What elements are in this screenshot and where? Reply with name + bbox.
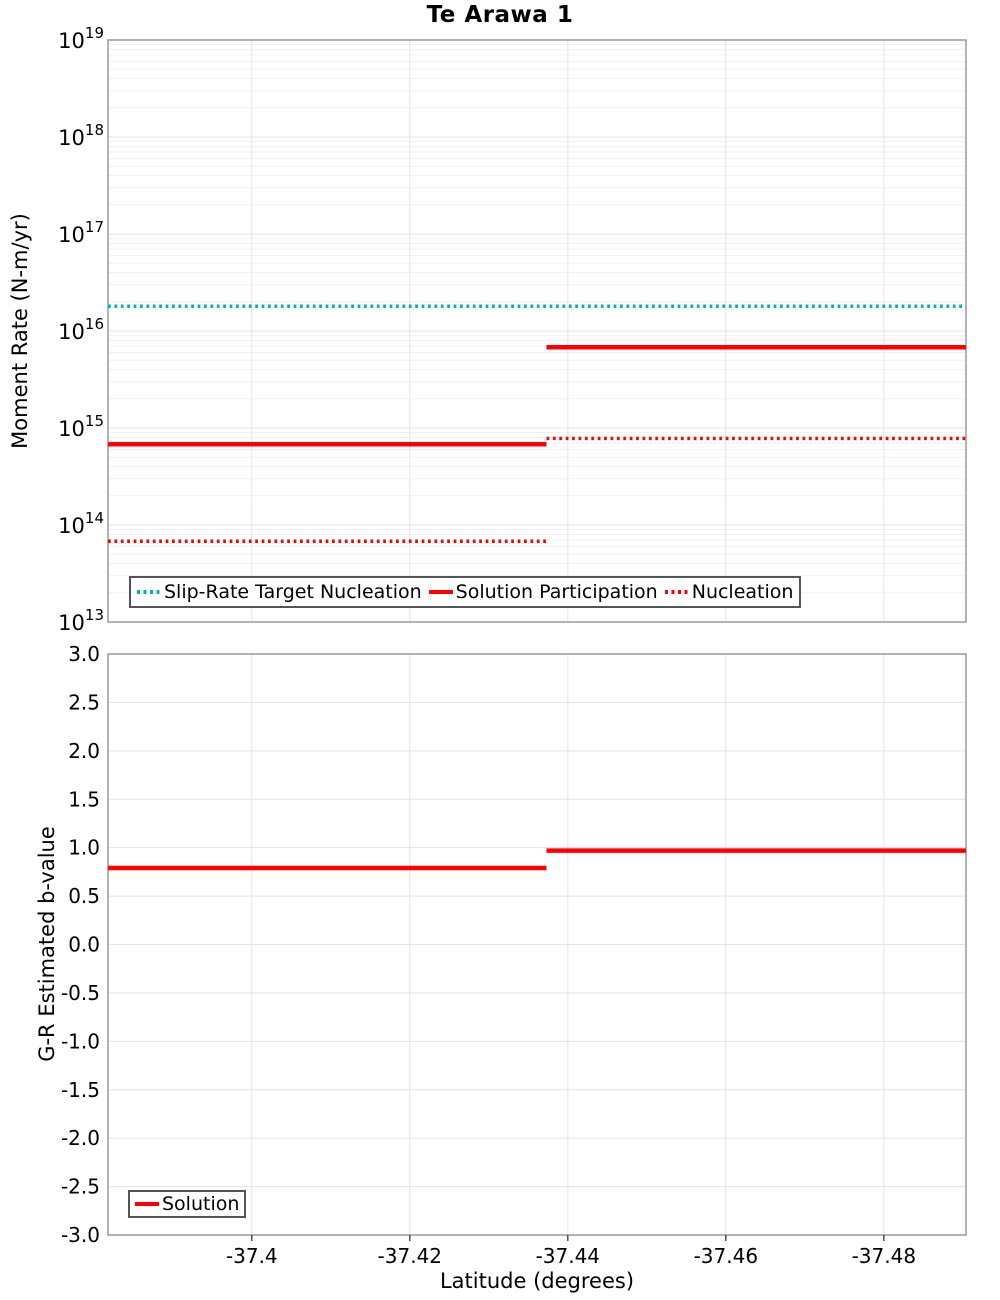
y-tick-label: 2.0 — [68, 739, 100, 763]
x-tick-label: -37.42 — [378, 1244, 442, 1268]
y-tick-label: 1017 — [58, 218, 104, 247]
legend-label-solution-participation: Solution Participation — [455, 581, 658, 603]
y-tick-label: 1015 — [58, 412, 104, 441]
y-tick-label: -0.5 — [61, 981, 100, 1005]
x-tick-label: -37.46 — [694, 1244, 758, 1268]
y-tick-label: -3.0 — [61, 1223, 100, 1247]
legend-item-slip-rate-target: Slip-Rate Target Nucleation — [137, 581, 422, 603]
b-value-chart: 3.0 2.5 2.0 1.5 1.0 0.5 0.0 -0.5 -1.0 -1.5 -2.0 -2.… — [61, 642, 967, 1268]
legend-item-nucleation: Nucleation — [664, 581, 794, 603]
x-tick-label: -37.44 — [536, 1244, 600, 1268]
solution-participation-line-swatch-icon — [428, 590, 453, 594]
y-axis-label-b-value: G-R Estimated b-value — [35, 826, 59, 1062]
y-tick-label: -2.0 — [61, 1126, 100, 1150]
y-axis-label-moment-rate: Moment Rate (N-m/yr) — [8, 213, 32, 449]
plot-frame — [107, 39, 967, 623]
legend-label-slip-rate-target: Slip-Rate Target Nucleation — [164, 581, 422, 603]
x-tick-label: -37.48 — [852, 1244, 916, 1268]
x-tick-label: -37.4 — [226, 1244, 278, 1268]
plot-frame — [107, 653, 967, 1236]
y-tick-label: 1019 — [58, 24, 104, 53]
nucleation-line-swatch-icon — [664, 590, 689, 594]
y-tick-label: -2.5 — [61, 1175, 100, 1199]
y-tick-label: 0.0 — [68, 933, 100, 957]
page-title: Te Arawa 1 — [426, 2, 574, 28]
y-tick-label: -1.0 — [61, 1029, 100, 1053]
slip-rate-target-line-swatch-icon — [137, 590, 161, 594]
x-axis-label-latitude: Latitude (degrees) — [439, 1269, 635, 1293]
legend-moment-rate: Slip-Rate Target Nucleation Solution Par… — [129, 576, 802, 608]
legend-b-value: Solution — [128, 1190, 247, 1218]
solution-line-swatch-icon — [135, 1202, 159, 1206]
legend-label-solution: Solution — [162, 1193, 240, 1215]
legend-label-nucleation: Nucleation — [691, 581, 794, 603]
y-tick-label: -1.5 — [61, 1078, 100, 1102]
legend-item-solution-participation: Solution Participation — [428, 581, 658, 603]
y-tick-label: 1.0 — [68, 836, 100, 860]
y-tick-label: 1013 — [58, 606, 104, 635]
y-tick-label: 1.5 — [68, 787, 100, 811]
y-tick-label: 3.0 — [68, 642, 100, 666]
y-tick-label: 1018 — [58, 121, 104, 150]
y-tick-label: 1016 — [58, 315, 104, 344]
legend-item-solution: Solution — [135, 1193, 239, 1215]
y-tick-label: 0.5 — [68, 884, 100, 908]
y-tick-label: 1014 — [58, 509, 104, 538]
y-tick-label: 2.5 — [68, 690, 100, 714]
moment-rate-chart: 1019 1018 1017 1016 1015 1014 1013 — [58, 24, 967, 635]
